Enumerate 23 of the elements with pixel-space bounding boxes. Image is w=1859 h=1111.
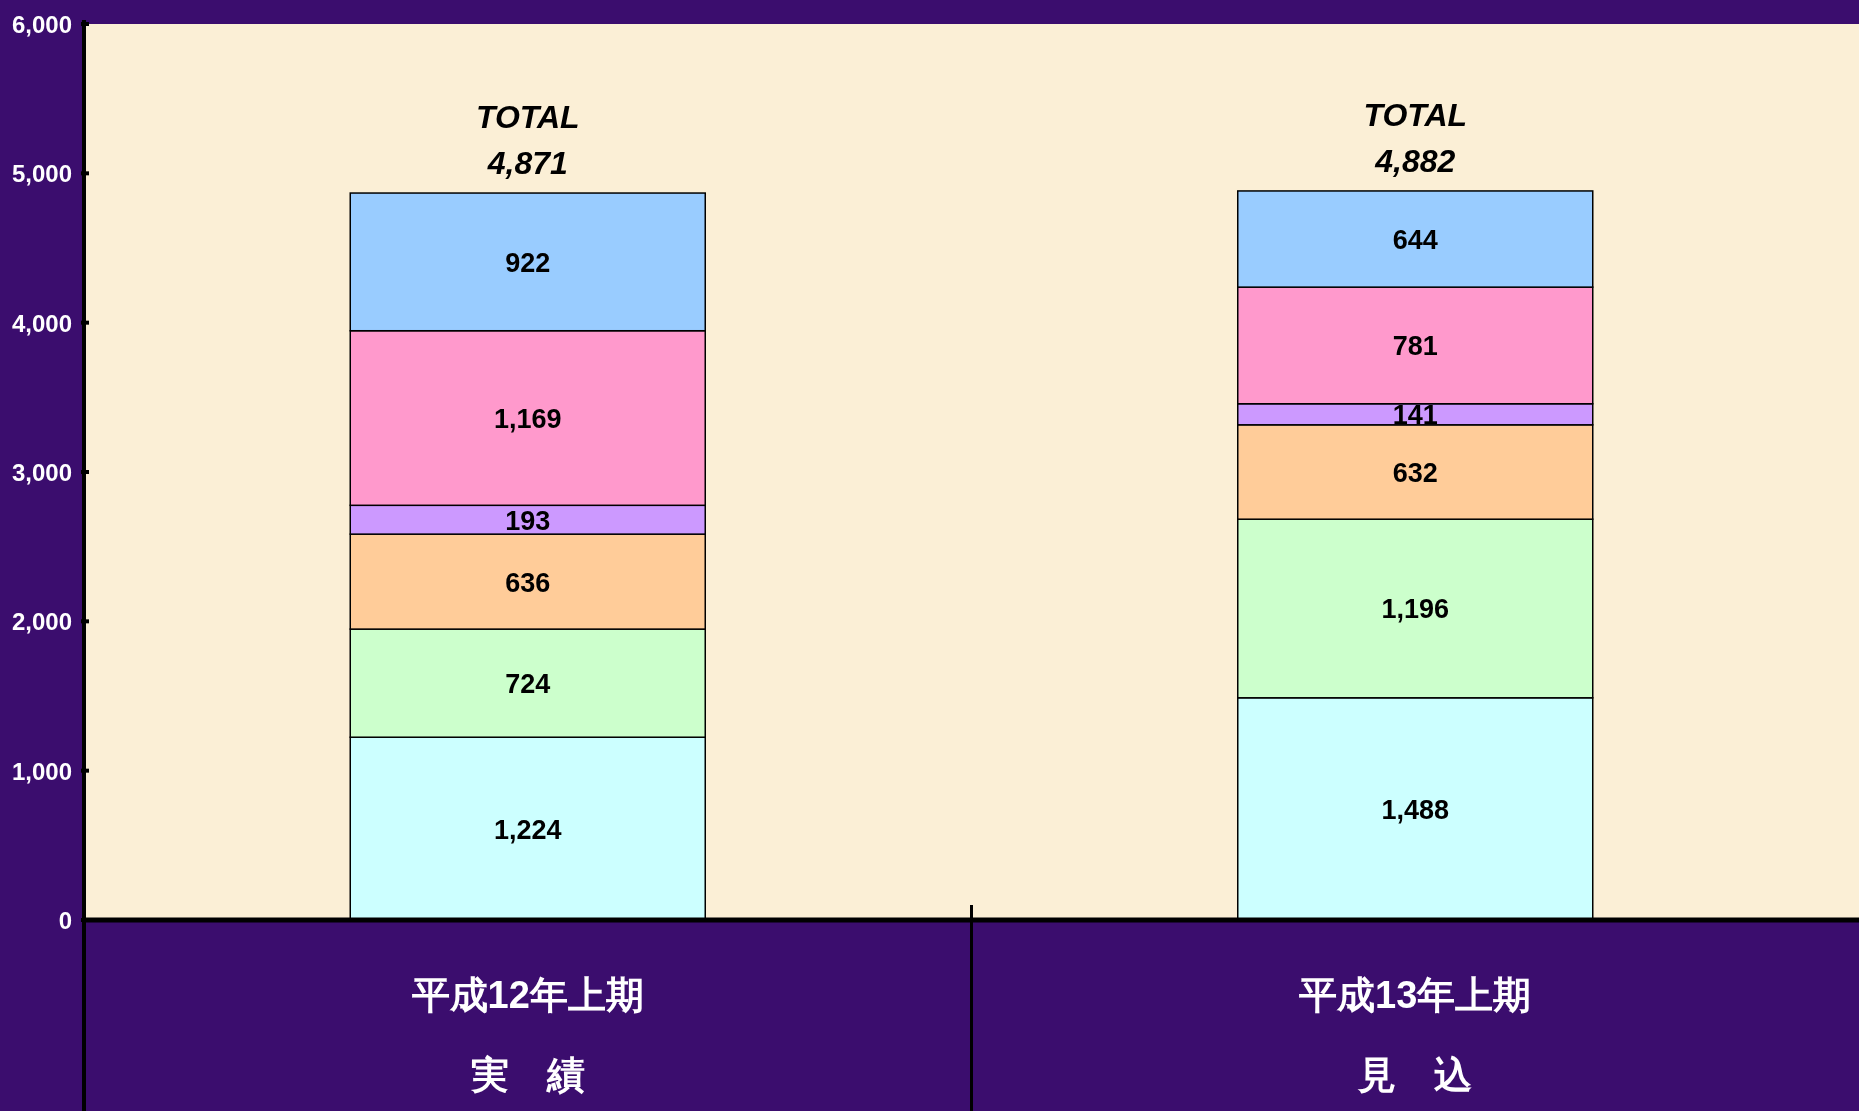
data-label: 636 <box>505 567 551 598</box>
total-label: TOTAL 4,871 <box>475 99 580 182</box>
data-label: 141 <box>1392 400 1438 431</box>
x-tick-label: 平成12年上期実 績 <box>410 973 645 1098</box>
y-tick-label: 2,000 <box>11 608 72 636</box>
data-label: 644 <box>1392 225 1438 256</box>
data-label: 781 <box>1392 331 1438 362</box>
x-tick-label: 平成13年上期見 込 <box>1298 973 1533 1098</box>
data-label: 724 <box>505 669 551 700</box>
y-tick-label: 6,000 <box>11 11 72 38</box>
data-label: 1,169 <box>493 404 562 435</box>
y-tick-label: 0 <box>58 907 72 934</box>
data-label: 1,196 <box>1381 594 1450 625</box>
data-label: 922 <box>505 247 551 278</box>
data-label: 1,488 <box>1381 794 1450 825</box>
y-tick-label: 3,000 <box>11 459 72 486</box>
y-tick-label: 1,000 <box>11 757 72 785</box>
y-tick-label: 4,000 <box>11 309 72 337</box>
y-tick-label: 5,000 <box>11 160 72 188</box>
data-label: 632 <box>1392 458 1438 488</box>
data-label: 193 <box>505 505 551 536</box>
total-label: TOTAL 4,882 <box>1363 96 1468 179</box>
data-label: 1,224 <box>493 814 562 845</box>
